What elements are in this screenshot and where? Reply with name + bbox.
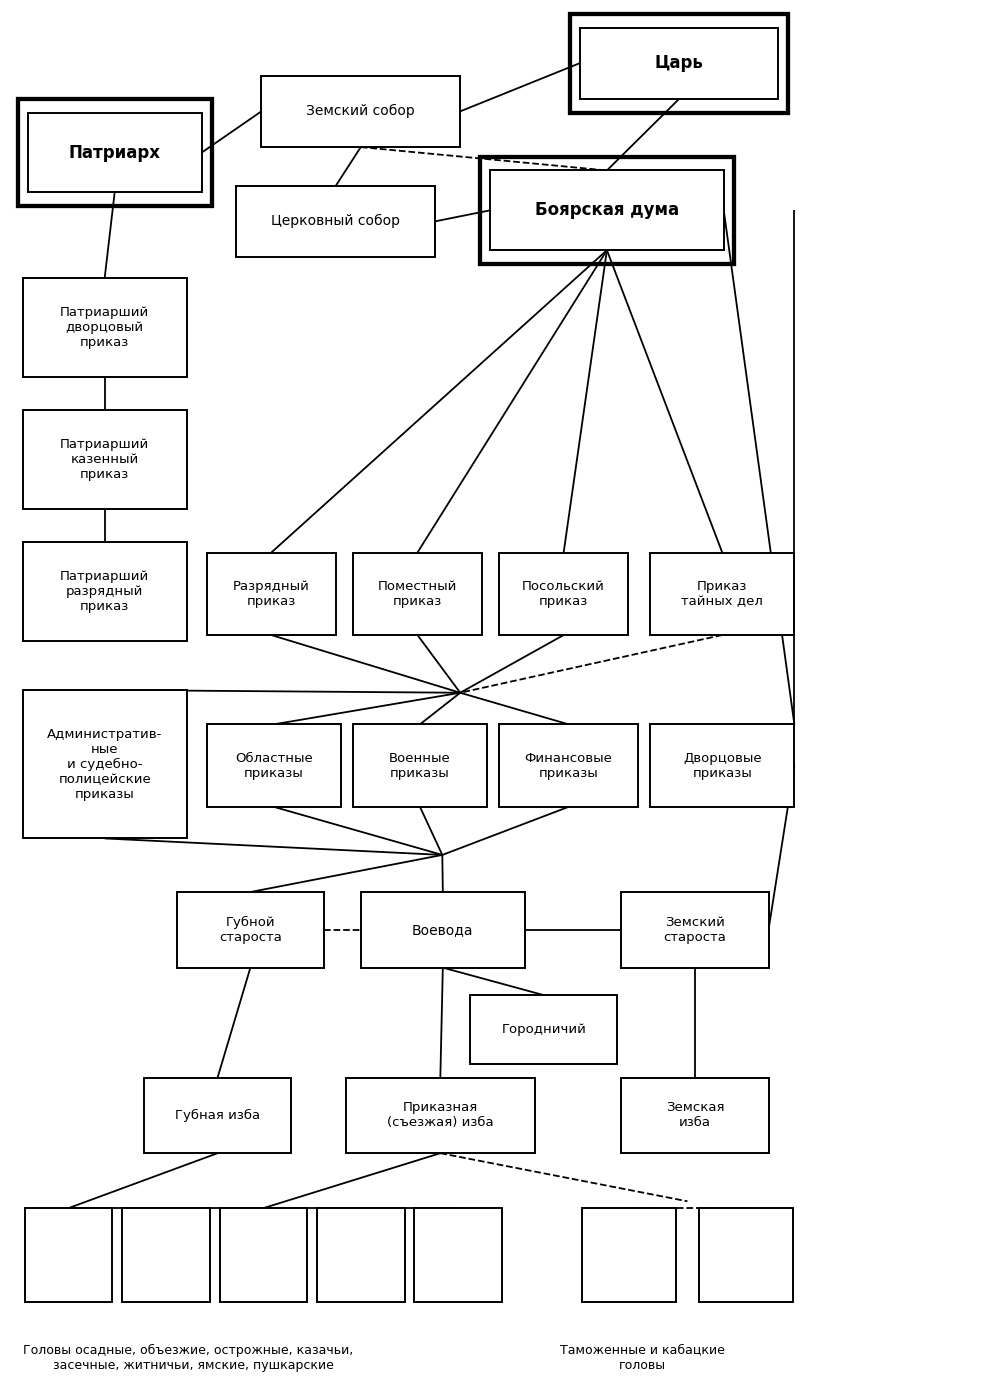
FancyBboxPatch shape (25, 1208, 112, 1301)
FancyBboxPatch shape (582, 1208, 676, 1301)
FancyBboxPatch shape (23, 541, 187, 640)
Text: Поместный
приказ: Поместный приказ (378, 580, 457, 607)
FancyBboxPatch shape (414, 1208, 502, 1301)
FancyBboxPatch shape (621, 1078, 769, 1154)
FancyBboxPatch shape (220, 1208, 307, 1301)
Text: Городничий: Городничий (501, 1023, 586, 1036)
Text: Патриарх: Патриарх (69, 144, 161, 161)
Text: Посольский
приказ: Посольский приказ (522, 580, 605, 607)
FancyBboxPatch shape (177, 891, 324, 967)
FancyBboxPatch shape (650, 552, 794, 635)
FancyBboxPatch shape (699, 1208, 793, 1301)
FancyBboxPatch shape (353, 724, 487, 807)
FancyBboxPatch shape (621, 891, 769, 967)
FancyBboxPatch shape (28, 113, 202, 192)
FancyBboxPatch shape (580, 28, 778, 99)
Text: Патриарший
разрядный
приказ: Патриарший разрядный приказ (60, 570, 149, 613)
FancyBboxPatch shape (346, 1078, 535, 1154)
Text: Губной
староста: Губной староста (219, 916, 282, 944)
FancyBboxPatch shape (261, 76, 460, 148)
Text: Боярская дума: Боярская дума (535, 201, 679, 219)
Text: Военные
приказы: Военные приказы (389, 752, 451, 780)
Text: Дворцовые
приказы: Дворцовые приказы (683, 752, 762, 780)
Text: Областные
приказы: Областные приказы (235, 752, 313, 780)
FancyBboxPatch shape (207, 724, 341, 807)
FancyBboxPatch shape (499, 724, 638, 807)
FancyBboxPatch shape (353, 552, 482, 635)
FancyBboxPatch shape (236, 185, 435, 257)
Text: Таможенные и кабацкие
головы: Таможенные и кабацкие головы (560, 1344, 725, 1372)
Text: Административ-
ные
и судебно-
полицейские
приказы: Административ- ные и судебно- полицейски… (47, 727, 162, 800)
FancyBboxPatch shape (490, 171, 724, 250)
Text: Приказная
(съезжая) изба: Приказная (съезжая) изба (387, 1101, 494, 1129)
Text: Воевода: Воевода (412, 923, 474, 937)
FancyBboxPatch shape (23, 690, 187, 839)
Text: Земский собор: Земский собор (306, 105, 415, 119)
FancyBboxPatch shape (499, 552, 628, 635)
FancyBboxPatch shape (23, 410, 187, 509)
Text: Финансовые
приказы: Финансовые приказы (525, 752, 613, 780)
FancyBboxPatch shape (23, 277, 187, 377)
FancyBboxPatch shape (144, 1078, 291, 1154)
FancyBboxPatch shape (470, 995, 617, 1064)
Text: Губная изба: Губная изба (175, 1110, 260, 1122)
Text: Головы осадные, объезжие, острожные, казачьи,
   засечные, житничьи, ямские, пуш: Головы осадные, объезжие, острожные, каз… (23, 1344, 353, 1372)
Text: Приказ
тайных дел: Приказ тайных дел (681, 580, 763, 607)
FancyBboxPatch shape (317, 1208, 405, 1301)
FancyBboxPatch shape (650, 724, 794, 807)
Text: Разрядный
приказ: Разрядный приказ (233, 580, 310, 607)
Text: Церковный собор: Церковный собор (271, 214, 400, 228)
Text: Земская
изба: Земская изба (666, 1101, 724, 1129)
Text: Царь: Царь (655, 54, 703, 72)
FancyBboxPatch shape (122, 1208, 210, 1301)
FancyBboxPatch shape (207, 552, 336, 635)
FancyBboxPatch shape (361, 891, 525, 967)
Text: Земский
староста: Земский староста (663, 916, 726, 944)
Text: Патриарший
казенный
приказ: Патриарший казенный приказ (60, 437, 149, 480)
Text: Патриарший
дворцовый
приказ: Патриарший дворцовый приказ (60, 305, 149, 349)
